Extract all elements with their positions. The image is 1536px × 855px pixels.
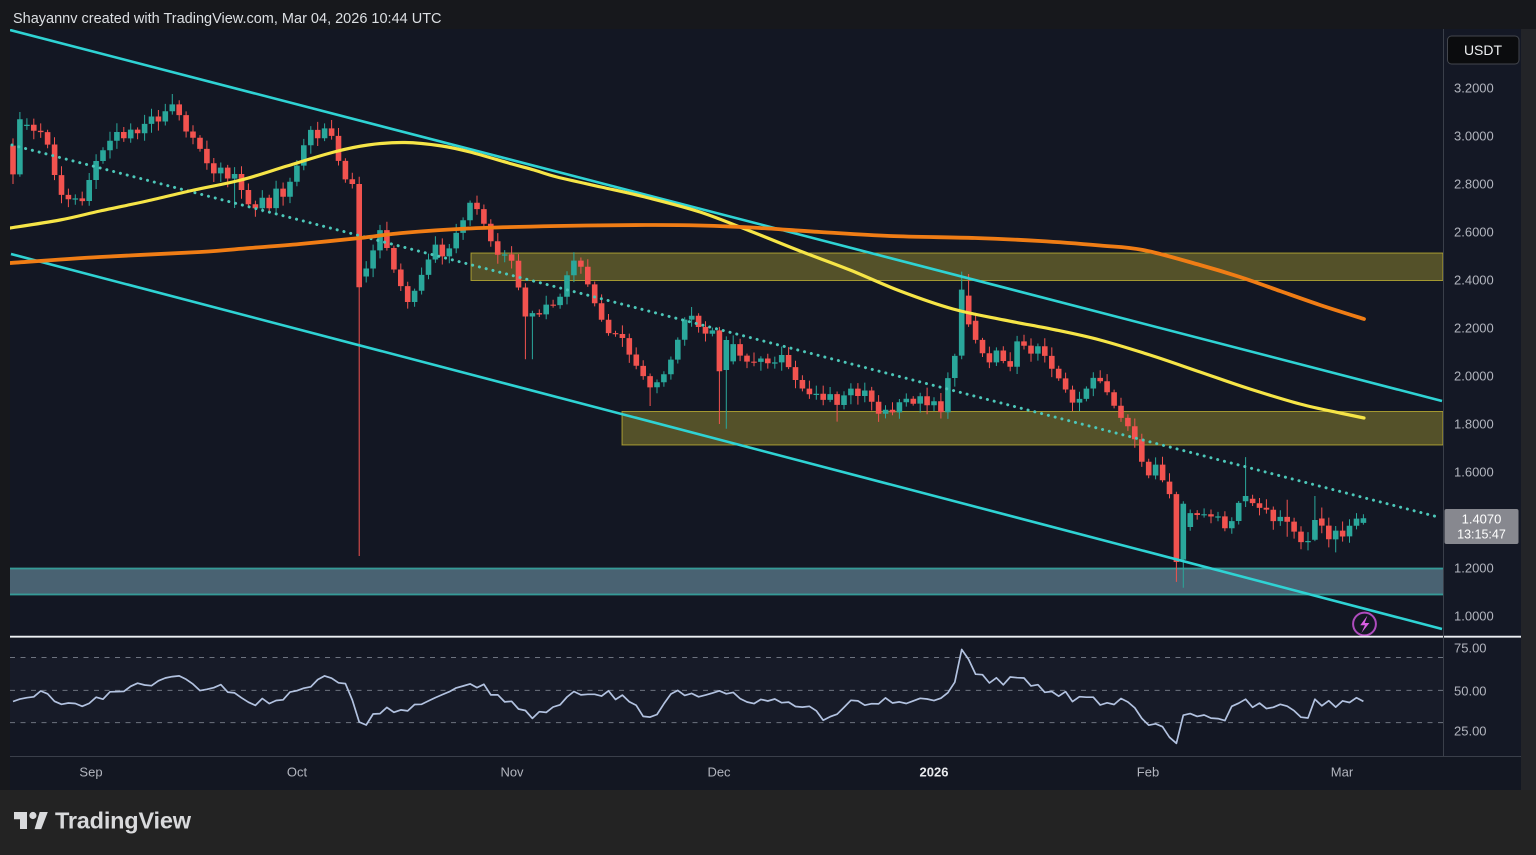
svg-text:Oct: Oct bbox=[287, 765, 308, 780]
svg-text:2.8000: 2.8000 bbox=[1454, 177, 1494, 192]
svg-text:Sep: Sep bbox=[79, 765, 102, 780]
svg-text:Nov: Nov bbox=[500, 765, 524, 780]
svg-text:USDT: USDT bbox=[1464, 42, 1503, 58]
svg-text:TradingView: TradingView bbox=[55, 808, 192, 834]
svg-text:2026: 2026 bbox=[920, 765, 949, 780]
svg-text:2.0000: 2.0000 bbox=[1454, 369, 1494, 384]
svg-text:1.0000: 1.0000 bbox=[1454, 609, 1494, 624]
svg-text:3.0000: 3.0000 bbox=[1454, 129, 1494, 144]
svg-text:Shayannv created with TradingV: Shayannv created with TradingView.com, M… bbox=[13, 11, 442, 27]
svg-text:25.00: 25.00 bbox=[1454, 724, 1487, 739]
svg-text:1.2000: 1.2000 bbox=[1454, 561, 1494, 576]
svg-text:2.2000: 2.2000 bbox=[1454, 321, 1494, 336]
svg-text:1.6000: 1.6000 bbox=[1454, 465, 1494, 480]
svg-text:3.2000: 3.2000 bbox=[1454, 81, 1494, 96]
svg-text:1.8000: 1.8000 bbox=[1454, 417, 1494, 432]
svg-text:Feb: Feb bbox=[1137, 765, 1159, 780]
svg-text:13:15:47: 13:15:47 bbox=[1457, 528, 1506, 542]
svg-text:50.00: 50.00 bbox=[1454, 683, 1487, 698]
svg-text:Dec: Dec bbox=[707, 765, 731, 780]
svg-text:2.6000: 2.6000 bbox=[1454, 225, 1494, 240]
svg-text:1.4070: 1.4070 bbox=[1462, 512, 1502, 527]
svg-text:Mar: Mar bbox=[1331, 765, 1354, 780]
svg-text:75.00: 75.00 bbox=[1454, 641, 1487, 656]
svg-text:2.4000: 2.4000 bbox=[1454, 273, 1494, 288]
